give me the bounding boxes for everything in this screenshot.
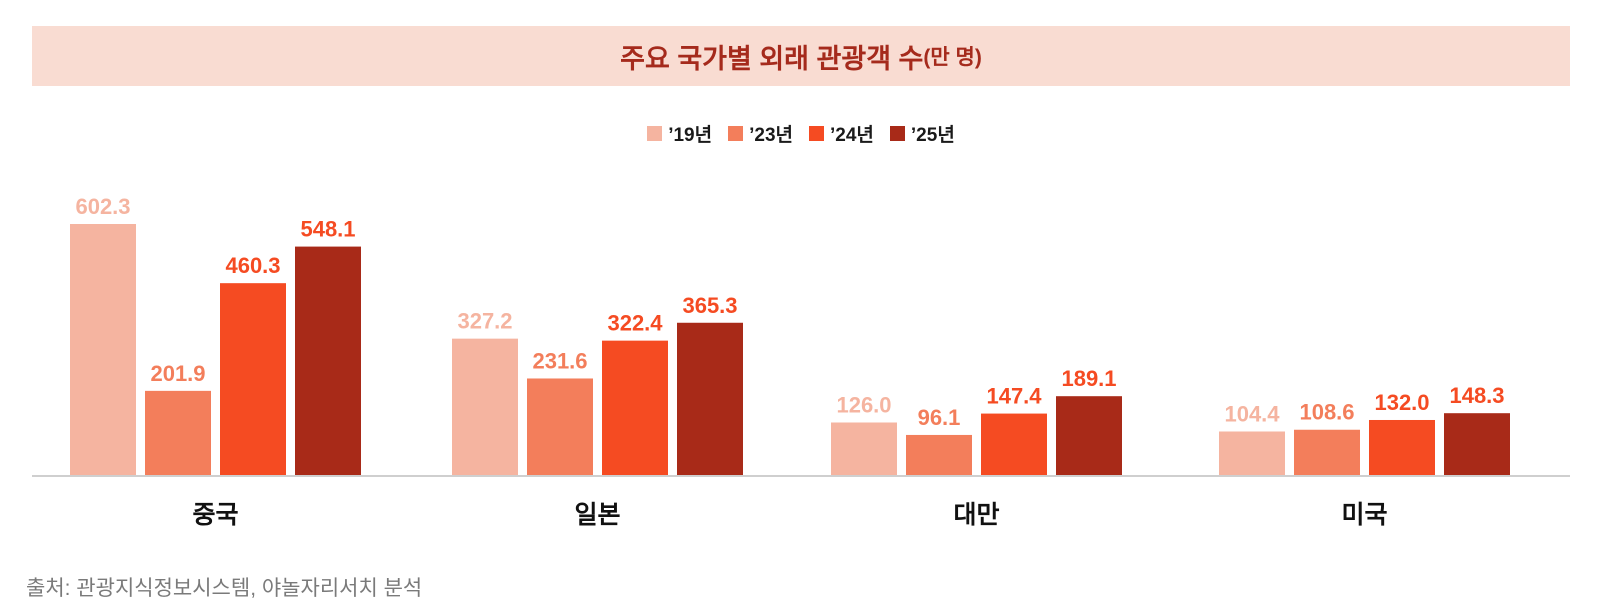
category-label-1: 일본 bbox=[574, 501, 620, 529]
legend-label-2023: ’23년 bbox=[749, 125, 793, 146]
data-label-2-1: 96.1 bbox=[918, 405, 961, 430]
data-label-1-1: 231.6 bbox=[532, 348, 587, 373]
legend-swatch-2019 bbox=[647, 126, 663, 141]
data-label-0-3: 548.1 bbox=[300, 217, 355, 242]
data-label-1-3: 365.3 bbox=[682, 293, 737, 318]
data-label-3-1: 108.6 bbox=[1299, 400, 1354, 425]
category-label-0: 중국 bbox=[192, 501, 238, 529]
bar-3-3 bbox=[1444, 413, 1510, 475]
legend-item-2025: ’25년 bbox=[889, 120, 955, 147]
bar-1-2 bbox=[602, 340, 668, 475]
legend-swatch-2023 bbox=[728, 126, 744, 141]
chart-unit: (만 명) bbox=[923, 46, 982, 69]
data-label-2-0: 126.0 bbox=[836, 392, 891, 417]
bar-2-1 bbox=[906, 434, 972, 475]
data-label-3-0: 104.4 bbox=[1224, 401, 1280, 426]
legend-label-2019: ’19년 bbox=[668, 125, 713, 146]
data-label-0-2: 460.3 bbox=[225, 253, 280, 278]
data-label-1-2: 322.4 bbox=[607, 311, 663, 336]
bar-3-2 bbox=[1369, 419, 1435, 475]
legend-item-2023: ’23년 bbox=[728, 120, 793, 147]
bar-1-3 bbox=[677, 322, 743, 475]
bar-3-1 bbox=[1294, 429, 1360, 475]
bar-2-0 bbox=[831, 422, 897, 475]
bar-0-3 bbox=[295, 246, 361, 475]
source-note: 출처: 관광지식정보시스템, 야놀자리서치 분석 bbox=[26, 577, 423, 600]
bar-0-1 bbox=[145, 390, 211, 475]
legend-label-2024: ’24년 bbox=[830, 125, 874, 146]
data-label-1-0: 327.2 bbox=[457, 309, 512, 334]
legend-item-2024: ’24년 bbox=[809, 120, 874, 147]
data-label-3-2: 132.0 bbox=[1374, 390, 1429, 415]
bar-0-0 bbox=[70, 224, 136, 475]
bar-2-2 bbox=[981, 413, 1047, 475]
bar-1-0 bbox=[452, 338, 518, 475]
bar-3-0 bbox=[1219, 431, 1285, 475]
category-label-2: 대만 bbox=[953, 501, 999, 529]
chart-title: 주요 국가별 외래 관광객 수 bbox=[620, 43, 924, 74]
legend: ’19년 ’23년 ’24년 ’25년 bbox=[0, 120, 1602, 147]
bar-0-2 bbox=[220, 283, 286, 475]
data-label-0-0: 602.3 bbox=[75, 194, 130, 219]
bar-2-3 bbox=[1056, 396, 1122, 475]
category-label-3: 미국 bbox=[1341, 501, 1387, 529]
data-label-2-3: 189.1 bbox=[1061, 366, 1116, 391]
data-label-0-1: 201.9 bbox=[150, 361, 205, 386]
chart-title-bar: 주요 국가별 외래 관광객 수 (만 명) bbox=[32, 26, 1570, 86]
legend-swatch-2025 bbox=[889, 126, 905, 141]
legend-item-2019: ’19년 bbox=[647, 120, 712, 147]
legend-swatch-2024 bbox=[809, 126, 824, 141]
legend-label-2025: ’25년 bbox=[910, 125, 955, 146]
data-label-3-3: 148.3 bbox=[1449, 383, 1504, 408]
bar-1-1 bbox=[527, 378, 593, 475]
data-label-2-2: 147.4 bbox=[986, 384, 1042, 409]
